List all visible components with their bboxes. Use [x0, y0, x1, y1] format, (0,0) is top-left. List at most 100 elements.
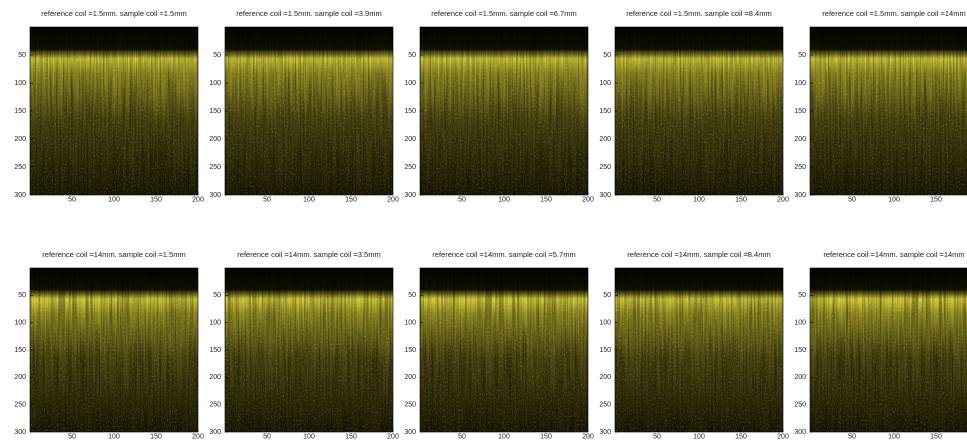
image-speckle — [30, 55, 198, 196]
y-tick-label: 250 — [599, 402, 611, 409]
y-tick-label: 150 — [404, 108, 416, 115]
y-tick-label: 50 — [213, 292, 221, 299]
y-tick-label: 150 — [404, 347, 416, 354]
y-tick-label: 150 — [794, 108, 806, 115]
panel-title: reference coil =1.5mm. sample coil =14mm — [822, 9, 965, 18]
x-tick-label: 50 — [848, 433, 856, 440]
x-tick-label: 50 — [848, 196, 856, 203]
x-tick-label: 100 — [498, 433, 510, 440]
x-tick-label: 150 — [930, 433, 942, 440]
y-tick-label: 50 — [798, 292, 806, 299]
x-tick-label: 200 — [192, 196, 204, 203]
y-tick-label: 250 — [794, 402, 806, 409]
y-tick-label: 250 — [209, 402, 221, 409]
x-tick-label: 50 — [458, 433, 466, 440]
x-tick-label: 150 — [735, 433, 747, 440]
y-tick-label: 300 — [794, 429, 806, 436]
y-tick-label: 200 — [599, 136, 611, 143]
panel: reference coil =1.5mm. sample coil =6.7m… — [404, 9, 594, 203]
panel-title: reference coil =1.5mm. sample coil =3.9m… — [236, 9, 381, 18]
y-tick-label: 200 — [14, 374, 26, 381]
y-tick-label: 250 — [404, 164, 416, 171]
y-tick-label: 100 — [209, 80, 221, 87]
y-tick-label: 250 — [404, 402, 416, 409]
y-tick-label: 300 — [599, 429, 611, 436]
y-tick-label: 100 — [404, 320, 416, 327]
x-tick-label: 200 — [192, 433, 204, 440]
panel-title: reference coil =14mm. sample coil =1.5mm — [42, 250, 185, 259]
image-speckle — [615, 55, 783, 196]
panel: reference coil =1.5mm. sample coil =14mm… — [794, 9, 967, 203]
y-tick-label: 300 — [209, 429, 221, 436]
y-tick-label: 250 — [599, 164, 611, 171]
y-tick-label: 300 — [794, 192, 806, 199]
x-tick-label: 50 — [263, 433, 271, 440]
y-tick-label: 200 — [599, 374, 611, 381]
y-tick-label: 300 — [404, 429, 416, 436]
x-tick-label: 150 — [150, 433, 162, 440]
x-tick-label: 50 — [458, 196, 466, 203]
y-tick-label: 150 — [599, 108, 611, 115]
y-tick-label: 300 — [404, 192, 416, 199]
x-tick-label: 150 — [540, 433, 552, 440]
x-tick-label: 150 — [345, 433, 357, 440]
y-tick-label: 150 — [794, 347, 806, 354]
x-tick-label: 100 — [888, 433, 900, 440]
x-tick-label: 200 — [777, 196, 789, 203]
x-tick-label: 50 — [653, 433, 661, 440]
panel-title: reference coil =1.5mm. sample coil =1.5m… — [41, 9, 186, 18]
y-tick-label: 250 — [14, 402, 26, 409]
y-tick-label: 250 — [209, 164, 221, 171]
y-tick-label: 50 — [18, 292, 26, 299]
y-tick-label: 100 — [404, 80, 416, 87]
panel: reference coil =1.5mm. sample coil =8.4m… — [599, 9, 789, 203]
x-tick-label: 50 — [263, 196, 271, 203]
image-speckle — [420, 55, 588, 196]
x-tick-label: 150 — [930, 196, 942, 203]
panel-title: reference coil =14mm. sample coil =14mm — [823, 250, 964, 259]
panel-title: reference coil =1.5mm. sample coil =6.7m… — [431, 9, 576, 18]
panel: reference coil =14mm. sample coil =14mm 5… — [794, 250, 967, 440]
y-tick-label: 150 — [209, 108, 221, 115]
x-tick-label: 100 — [693, 433, 705, 440]
x-tick-label: 100 — [108, 433, 120, 440]
y-tick-label: 300 — [14, 429, 26, 436]
y-tick-label: 100 — [14, 320, 26, 327]
image-speckle — [225, 295, 393, 432]
panel-title: reference coil =14mm. sample coil =3.5mm — [237, 250, 380, 259]
x-tick-label: 100 — [303, 196, 315, 203]
panel-title: reference coil =14mm. sample coil =5.7mm — [432, 250, 575, 259]
x-tick-label: 150 — [150, 196, 162, 203]
x-tick-label: 150 — [345, 196, 357, 203]
panel: reference coil =1.5mm. sample coil =3.9m… — [209, 9, 399, 203]
y-tick-label: 100 — [599, 320, 611, 327]
x-tick-label: 200 — [387, 196, 399, 203]
y-tick-label: 200 — [209, 374, 221, 381]
image-speckle — [225, 55, 393, 196]
panel-title: reference coil =14mm. sample coil =8.4mm — [627, 250, 770, 259]
y-tick-label: 300 — [209, 192, 221, 199]
x-tick-label: 100 — [693, 196, 705, 203]
x-tick-label: 200 — [582, 196, 594, 203]
y-tick-label: 200 — [14, 136, 26, 143]
y-tick-label: 100 — [599, 80, 611, 87]
y-tick-label: 150 — [599, 347, 611, 354]
y-tick-label: 100 — [794, 320, 806, 327]
y-tick-label: 200 — [404, 136, 416, 143]
y-tick-label: 200 — [794, 136, 806, 143]
y-tick-label: 50 — [408, 292, 416, 299]
x-tick-label: 50 — [68, 433, 76, 440]
y-tick-label: 300 — [14, 192, 26, 199]
image-speckle — [420, 295, 588, 432]
y-tick-label: 100 — [794, 80, 806, 87]
y-tick-label: 200 — [794, 374, 806, 381]
x-tick-label: 150 — [540, 196, 552, 203]
x-tick-label: 50 — [68, 196, 76, 203]
x-tick-label: 100 — [498, 196, 510, 203]
x-tick-label: 200 — [777, 433, 789, 440]
image-speckle — [810, 55, 967, 196]
y-tick-label: 50 — [603, 292, 611, 299]
panel: reference coil =14mm. sample coil =5.7mm… — [404, 250, 594, 440]
panel-title: reference coil =1.5mm. sample coil =8.4m… — [626, 9, 771, 18]
